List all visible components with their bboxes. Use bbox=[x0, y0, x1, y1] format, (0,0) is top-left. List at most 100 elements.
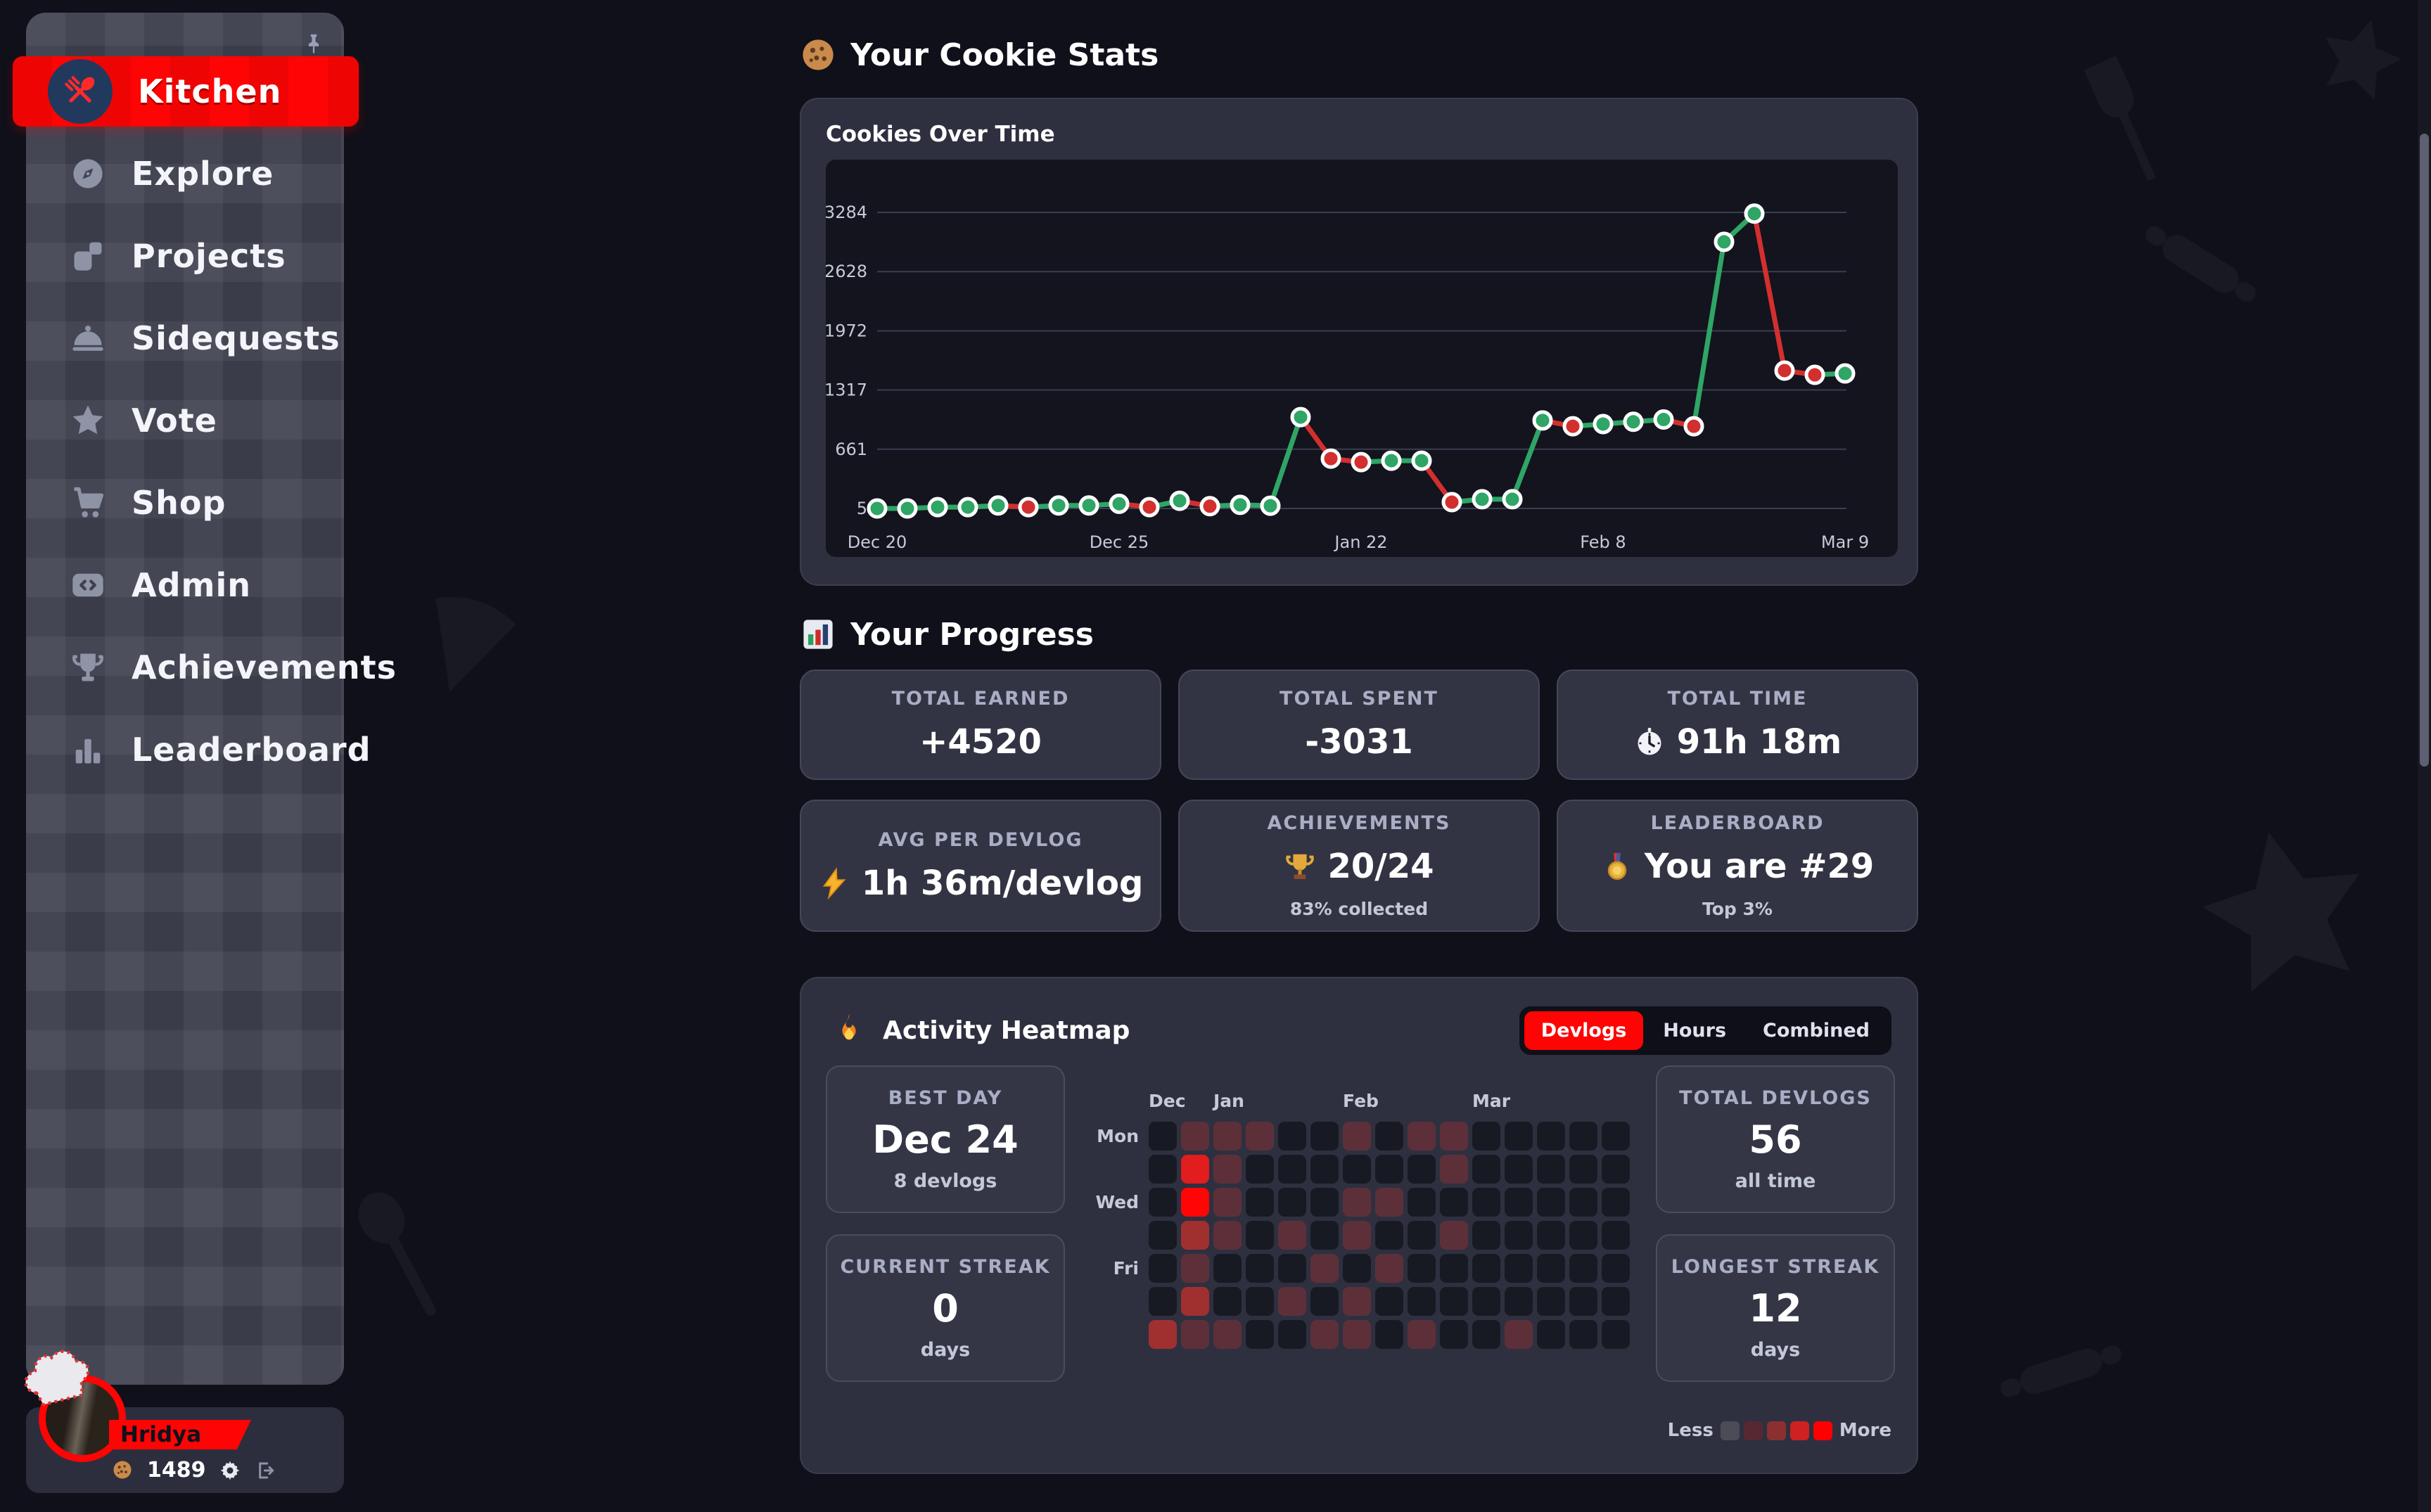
heatmap-cell bbox=[1537, 1320, 1565, 1349]
pin-sidebar-icon[interactable] bbox=[302, 32, 326, 56]
heatmap-cell bbox=[1537, 1188, 1565, 1217]
heatmap-cell bbox=[1246, 1287, 1274, 1316]
heatmap-stat-best-day: BEST DAY Dec 24 8 devlogs bbox=[826, 1065, 1065, 1213]
stat-value: 0 bbox=[932, 1286, 959, 1331]
stat-label: ACHIEVEMENTS bbox=[1267, 812, 1451, 834]
heatmap-cell bbox=[1440, 1188, 1468, 1217]
heatmap-cell bbox=[1213, 1188, 1242, 1217]
sidebar-item-explore[interactable]: Explore bbox=[26, 139, 344, 209]
star-decoration-icon bbox=[2304, 4, 2417, 117]
sidebar-item-projects[interactable]: Projects bbox=[26, 221, 344, 291]
svg-text:Jan 22: Jan 22 bbox=[1333, 532, 1387, 552]
chart-title: Cookies Over Time bbox=[826, 122, 1055, 147]
heatmap-cell bbox=[1537, 1254, 1565, 1283]
scrollbar-thumb[interactable] bbox=[2420, 134, 2429, 767]
sidebar-item-sidequests[interactable]: Sidequests bbox=[26, 303, 344, 373]
heatmap-cell bbox=[1278, 1188, 1306, 1217]
username-banner: Hridya bbox=[109, 1420, 251, 1449]
heatmap-cell bbox=[1505, 1221, 1533, 1250]
heatmap-cell bbox=[1149, 1221, 1177, 1250]
scrollbar-track[interactable] bbox=[2418, 0, 2431, 1512]
spoon-decoration-icon bbox=[338, 1168, 485, 1335]
heatmap-legend: Less More bbox=[1668, 1420, 1891, 1441]
logout-icon[interactable] bbox=[254, 1459, 276, 1482]
heatmap-cell bbox=[1375, 1287, 1403, 1316]
svg-text:Mar 9: Mar 9 bbox=[1821, 532, 1869, 552]
heatmap-cell bbox=[1213, 1155, 1242, 1184]
heatmap-cell bbox=[1537, 1155, 1565, 1184]
heatmap-cell bbox=[1408, 1221, 1436, 1250]
svg-text:3284: 3284 bbox=[826, 203, 867, 222]
heatmap-cell bbox=[1375, 1254, 1403, 1283]
heatmap-cell bbox=[1408, 1287, 1436, 1316]
legend-swatch bbox=[1789, 1421, 1809, 1440]
heatmap-stat-total-devlogs: TOTAL DEVLOGS 56 all time bbox=[1656, 1065, 1895, 1213]
heatmap-month-label: Jan bbox=[1213, 1091, 1244, 1111]
sidebar-item-label: Projects bbox=[132, 237, 286, 275]
heatmap-cell bbox=[1569, 1254, 1597, 1283]
sidebar-item-leaderboard[interactable]: Leaderboard bbox=[26, 715, 371, 785]
heatmap-stat-current-streak: CURRENT STREAK 0 days bbox=[826, 1234, 1065, 1382]
stat-value: 1h 36m/devlog bbox=[818, 864, 1143, 903]
heatmap-cell bbox=[1181, 1188, 1209, 1217]
sidebar-item-kitchen[interactable]: Kitchen bbox=[13, 56, 359, 127]
stat-card-avg-per-devlog: AVG PER DEVLOG 1h 36m/devlog bbox=[800, 800, 1161, 932]
heatmap-cell bbox=[1569, 1155, 1597, 1184]
heatmap-cell bbox=[1440, 1287, 1468, 1316]
sidebar-item-admin[interactable]: Admin bbox=[26, 550, 344, 620]
sidebar-item-achievements[interactable]: Achievements bbox=[26, 632, 396, 703]
stat-sub: 83% collected bbox=[1289, 899, 1429, 919]
heatmap-cell bbox=[1505, 1254, 1533, 1283]
stat-sub: days bbox=[920, 1338, 971, 1361]
heatmap-cell bbox=[1472, 1188, 1500, 1217]
tab-combined[interactable]: Combined bbox=[1763, 1020, 1870, 1042]
tab-devlogs[interactable]: Devlogs bbox=[1524, 1011, 1644, 1050]
legend-swatch bbox=[1766, 1421, 1786, 1440]
heatmap-cell bbox=[1602, 1320, 1630, 1349]
projects-icon bbox=[70, 238, 106, 274]
heatmap-day-label: Wed bbox=[1095, 1192, 1139, 1212]
gear-icon[interactable] bbox=[219, 1459, 241, 1482]
heatmap-cell bbox=[1310, 1221, 1339, 1250]
sidebar-item-vote[interactable]: Vote bbox=[26, 385, 344, 456]
heatmap-cell bbox=[1149, 1155, 1177, 1184]
heatmap-cell bbox=[1310, 1254, 1339, 1283]
heatmap-cell bbox=[1375, 1320, 1403, 1349]
heatmap-cell bbox=[1213, 1122, 1242, 1151]
stat-sub: Top 3% bbox=[1702, 899, 1773, 919]
heatmap-cell bbox=[1343, 1254, 1371, 1283]
heatmap-cell bbox=[1343, 1320, 1371, 1349]
heatmap-cell bbox=[1602, 1221, 1630, 1250]
cart-icon bbox=[70, 485, 106, 521]
heatmap-cell bbox=[1246, 1254, 1274, 1283]
heatmap-cell bbox=[1375, 1155, 1403, 1184]
stat-sub: 8 devlogs bbox=[893, 1170, 997, 1192]
heatmap-cell bbox=[1213, 1320, 1242, 1349]
heatmap-cell bbox=[1343, 1155, 1371, 1184]
stat-card-total-earned: TOTAL EARNED +4520 bbox=[800, 669, 1161, 780]
heatmap-cell bbox=[1440, 1254, 1468, 1283]
sidebar-item-shop[interactable]: Shop bbox=[26, 468, 344, 538]
stat-value: 12 bbox=[1749, 1286, 1802, 1331]
rolling-pin-decoration-icon bbox=[1990, 1319, 2132, 1425]
cookies-over-time-card: Cookies Over Time 5 661 1317 1972 2628 3284 De… bbox=[800, 98, 1918, 586]
user-meta: 1489 bbox=[112, 1458, 276, 1482]
heatmap-month-label: Feb bbox=[1343, 1091, 1379, 1111]
heatmap-cell bbox=[1537, 1221, 1565, 1250]
heatmap-cell bbox=[1472, 1254, 1500, 1283]
heatmap-cell bbox=[1440, 1221, 1468, 1250]
heatmap-cell bbox=[1569, 1320, 1597, 1349]
line-chart-plot: 5 661 1317 1972 2628 3284 Dec 20 Dec 25 Jan 22 Fe… bbox=[824, 160, 1898, 557]
heatmap-cell bbox=[1310, 1155, 1339, 1184]
heatmap-cell bbox=[1505, 1287, 1533, 1316]
heatmap-month-label: Mar bbox=[1472, 1091, 1511, 1111]
heatmap-cell bbox=[1278, 1287, 1306, 1316]
svg-text:5: 5 bbox=[857, 499, 867, 518]
heatmap-cell bbox=[1472, 1320, 1500, 1349]
stat-sub: all time bbox=[1735, 1170, 1816, 1192]
cookie-icon bbox=[800, 37, 836, 73]
chef-hat-icon bbox=[24, 1350, 90, 1407]
tab-hours[interactable]: Hours bbox=[1663, 1020, 1727, 1042]
heatmap-cell bbox=[1408, 1155, 1436, 1184]
heatmap-cell bbox=[1472, 1122, 1500, 1151]
